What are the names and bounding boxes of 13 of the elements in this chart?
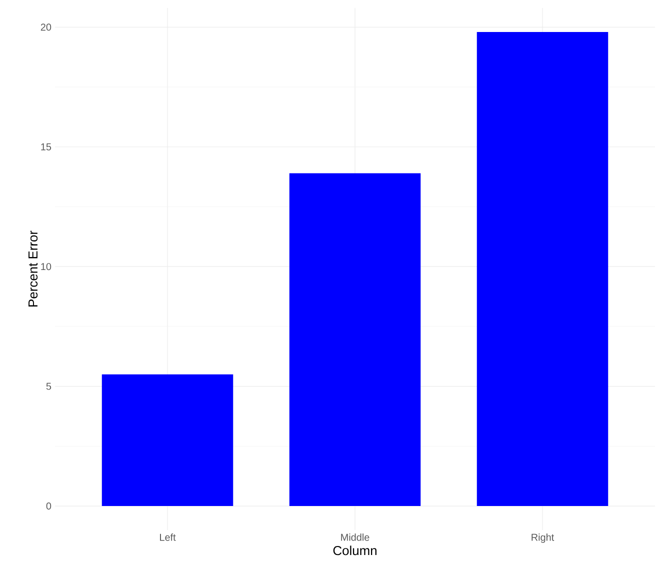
y-tick-label: 10 (41, 263, 52, 270)
x-tick-label: Middle (341, 534, 370, 541)
x-tick-label: Left (160, 534, 176, 541)
x-axis-title: Column (333, 546, 376, 556)
bar (102, 374, 234, 506)
y-tick-label: 5 (46, 382, 52, 390)
x-tick-label: Right (532, 534, 554, 543)
y-tick-label: 20 (40, 24, 52, 31)
y-axis-title: Percent Error (28, 230, 38, 306)
y-tick-label: 15 (41, 143, 52, 150)
bar (289, 173, 421, 506)
bar (476, 32, 608, 506)
y-tick-label: 0 (46, 502, 52, 510)
